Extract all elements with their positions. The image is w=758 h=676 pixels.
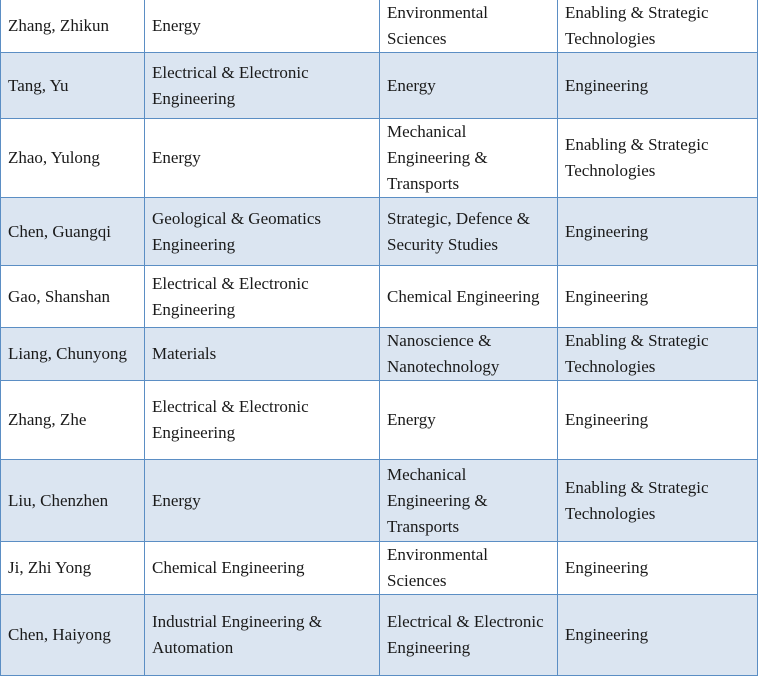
category-cell: Engineering (557, 197, 758, 266)
researcher-name-cell: Ji, Zhi Yong (0, 541, 145, 595)
category-cell: Enabling & Strategic Technologies (557, 459, 758, 542)
table-row: Liang, Chunyong Materials Nanoscience & Na… (0, 327, 758, 381)
table-row: Gao, Shanshan Electrical & Electronic Eng… (0, 265, 758, 328)
researcher-name-cell: Chen, Guangqi (0, 197, 145, 266)
table-row: Liu, Chenzhen Energy Mechanical Engineerin… (0, 459, 758, 542)
table-row: Zhang, Zhe Electrical & Electronic Engine… (0, 380, 758, 460)
researcher-name-cell: Zhang, Zhe (0, 380, 145, 460)
field-primary-cell: Industrial Engineering & Automation (144, 594, 380, 676)
table-row: Ji, Zhi Yong Chemical Engineering Environm… (0, 541, 758, 595)
researcher-name-cell: Chen, Haiyong (0, 594, 145, 676)
field-primary-cell: Energy (144, 118, 380, 198)
field-primary-cell: Materials (144, 327, 380, 381)
field-primary-cell: Electrical & Electronic Engineering (144, 265, 380, 328)
researcher-name-cell: Tang, Yu (0, 52, 145, 119)
category-cell: Enabling & Strategic Technologies (557, 118, 758, 198)
field-secondary-cell: Nanoscience & Nanotechnology (379, 327, 558, 381)
researcher-name-cell: Gao, Shanshan (0, 265, 145, 328)
researcher-name-cell: Zhao, Yulong (0, 118, 145, 198)
category-cell: Engineering (557, 52, 758, 119)
field-secondary-cell: Electrical & Electronic Engineering (379, 594, 558, 676)
table-row: Chen, Guangqi Geological & Geomatics Engi… (0, 197, 758, 266)
field-secondary-cell: Energy (379, 380, 558, 460)
category-cell: Enabling & Strategic Technologies (557, 327, 758, 381)
field-primary-cell: Energy (144, 459, 380, 542)
researcher-name-cell: Zhang, Zhikun (0, 0, 145, 53)
field-primary-cell: Geological & Geomatics Engineering (144, 197, 380, 266)
category-cell: Engineering (557, 265, 758, 328)
category-cell: Enabling & Strategic Technologies (557, 0, 758, 53)
table-row: Zhang, Zhikun Energy Environmental Science… (0, 0, 758, 53)
category-cell: Engineering (557, 541, 758, 595)
field-primary-cell: Energy (144, 0, 380, 53)
field-secondary-cell: Energy (379, 52, 558, 119)
researcher-name-cell: Liu, Chenzhen (0, 459, 145, 542)
table-row: Zhao, Yulong Energy Mechanical Engineering… (0, 118, 758, 198)
field-primary-cell: Chemical Engineering (144, 541, 380, 595)
field-secondary-cell: Mechanical Engineering & Transports (379, 118, 558, 198)
category-cell: Engineering (557, 594, 758, 676)
researcher-name-cell: Liang, Chunyong (0, 327, 145, 381)
category-cell: Engineering (557, 380, 758, 460)
table-row: Chen, Haiyong Industrial Engineering & Au… (0, 594, 758, 676)
field-secondary-cell: Mechanical Engineering & Transports (379, 459, 558, 542)
field-secondary-cell: Strategic, Defence & Security Studies (379, 197, 558, 266)
field-primary-cell: Electrical & Electronic Engineering (144, 380, 380, 460)
field-primary-cell: Electrical & Electronic Engineering (144, 52, 380, 119)
field-secondary-cell: Chemical Engineering (379, 265, 558, 328)
table-row: Tang, Yu Electrical & Electronic Engineer… (0, 52, 758, 119)
field-secondary-cell: Environmental Sciences (379, 541, 558, 595)
field-secondary-cell: Environmental Sciences (379, 0, 558, 53)
